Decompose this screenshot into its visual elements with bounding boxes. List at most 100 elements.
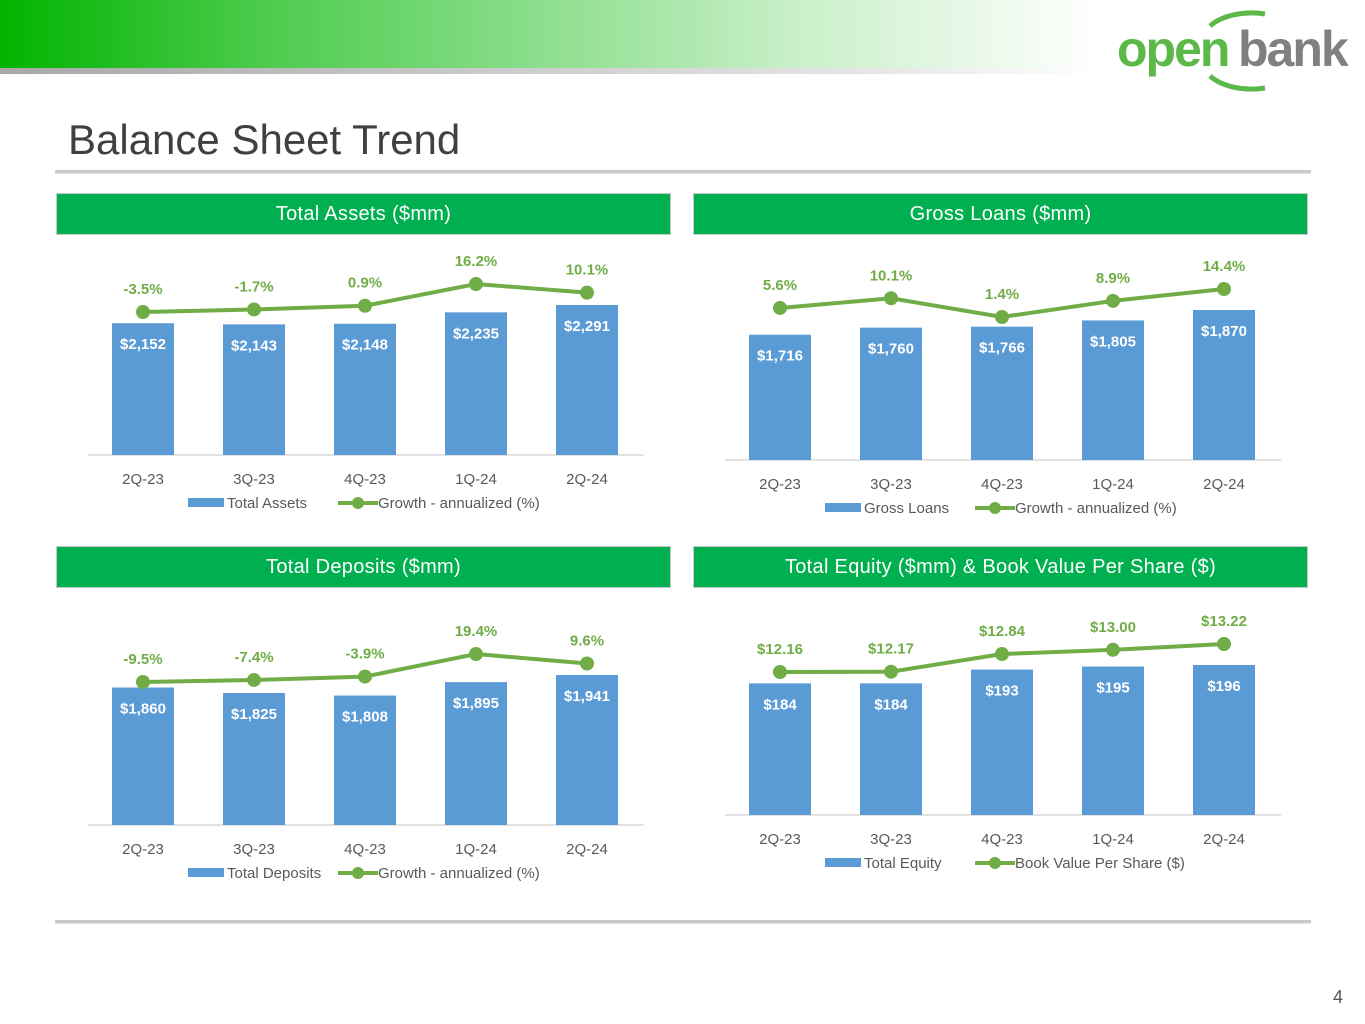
line-point: [358, 669, 372, 684]
bar: [749, 334, 811, 460]
bar-value-label: $1,860: [120, 701, 166, 718]
legend-line-label: Book Value Per Share ($): [1015, 855, 1185, 872]
chart-total-assets: $2,152 2Q-23 $2,143 3Q-23 $2,148 4Q-23 $2,235 1…: [88, 253, 644, 512]
category-label: 2Q-24: [566, 841, 608, 858]
bar: [334, 695, 396, 825]
bar: [556, 305, 618, 455]
chart-title: Total Assets ($mm): [56, 193, 671, 235]
header-gradient-bar: [0, 0, 1100, 68]
line-point: [247, 672, 261, 687]
line-value-label: 1.4%: [985, 286, 1019, 303]
bar: [223, 324, 285, 455]
category-label: 4Q-23: [344, 841, 386, 858]
bar: [334, 323, 396, 455]
bar-value-label: $1,870: [1201, 323, 1247, 340]
chart-total-equity: $184 2Q-23 $184 3Q-23 $193 4Q-23 $195 1Q-24 $196…: [725, 613, 1281, 872]
line-value-label: $13.00: [1090, 619, 1136, 636]
line-value-label: -9.5%: [123, 651, 162, 668]
line-point: [136, 675, 150, 689]
chart-title: Total Deposits ($mm): [56, 546, 671, 588]
legend-bar-label: Total Equity: [864, 855, 942, 872]
category-label: 3Q-23: [870, 476, 912, 493]
category-label: 2Q-23: [759, 831, 801, 848]
svg-text:bank: bank: [1238, 21, 1349, 77]
bar: [1082, 666, 1144, 815]
bar-value-label: $184: [763, 696, 797, 713]
bar: [112, 687, 174, 825]
bar: [223, 692, 285, 825]
line-point: [995, 647, 1009, 662]
line-value-label: -3.5%: [123, 281, 162, 298]
line-value-label: $12.17: [868, 641, 914, 658]
line-value-label: 14.4%: [1203, 258, 1246, 275]
line-value-label: 16.2%: [455, 253, 498, 270]
bar-value-label: $1,895: [453, 695, 499, 712]
category-label: 1Q-24: [1092, 476, 1134, 493]
chart-gross-loans: $1,716 2Q-23 $1,760 3Q-23 $1,766 4Q-23 $1,805 1…: [725, 258, 1281, 517]
line-point: [580, 656, 594, 671]
chart-total-deposits: $1,860 2Q-23 $1,825 3Q-23 $1,808 4Q-23 $1,895 1…: [88, 623, 644, 882]
line-point: [1217, 282, 1231, 296]
legend-bar-label: Total Assets: [227, 495, 307, 512]
category-label: 4Q-23: [344, 471, 386, 488]
line-point: [469, 647, 483, 661]
bar-value-label: $1,766: [979, 340, 1025, 357]
category-label: 1Q-24: [455, 471, 497, 488]
line-point: [995, 310, 1009, 324]
legend-line-marker: [989, 857, 1001, 869]
bar: [860, 327, 922, 460]
bar: [445, 682, 507, 825]
legend-line-marker: [989, 502, 1001, 514]
bar-value-label: $196: [1207, 678, 1240, 695]
category-label: 1Q-24: [1092, 831, 1134, 848]
page-title: Balance Sheet Trend: [68, 116, 461, 163]
bar-value-label: $184: [874, 696, 908, 713]
legend-bar-label: Total Deposits: [227, 865, 321, 882]
line-value-label: -1.7%: [234, 278, 273, 295]
line-value-label: $12.16: [757, 641, 803, 658]
legend-bar-label: Gross Loans: [864, 500, 949, 517]
bar: [971, 326, 1033, 460]
line-point: [773, 665, 787, 679]
line-value-label: 10.1%: [870, 267, 913, 284]
category-label: 2Q-23: [122, 471, 164, 488]
chart-title: Total Equity ($mm) & Book Value Per Shar…: [693, 546, 1308, 588]
category-label: 3Q-23: [233, 471, 275, 488]
footer-divider: [55, 920, 1311, 924]
line-point: [1106, 642, 1120, 657]
legend-bar-swatch: [825, 503, 861, 512]
category-label: 2Q-24: [566, 471, 608, 488]
bar-value-label: $1,760: [868, 341, 914, 358]
bar-value-label: $1,808: [342, 709, 388, 726]
bar: [1193, 665, 1255, 815]
bar: [445, 312, 507, 455]
chart-panel-gross-loans: Gross Loans ($mm) $1,716 2Q-23 $1,760 3Q-23…: [693, 193, 1308, 517]
chart-panel-total-equity: Total Equity ($mm) & Book Value Per Shar…: [693, 546, 1308, 872]
line-point: [469, 277, 483, 291]
line-value-label: 9.6%: [570, 632, 604, 649]
line-value-label: 8.9%: [1096, 270, 1130, 287]
line-value-label: $13.22: [1201, 613, 1247, 630]
line-value-label: 0.9%: [348, 275, 382, 292]
category-label: 4Q-23: [981, 476, 1023, 493]
category-label: 2Q-24: [1203, 476, 1245, 493]
bar-value-label: $1,805: [1090, 333, 1136, 350]
legend-bar-swatch: [825, 858, 861, 867]
line-point: [1217, 637, 1231, 651]
line-point: [773, 300, 787, 315]
bar-value-label: $2,143: [231, 337, 277, 354]
line-point: [580, 285, 594, 300]
category-label: 3Q-23: [233, 841, 275, 858]
bar-value-label: $2,235: [453, 325, 499, 342]
category-label: 1Q-24: [455, 841, 497, 858]
line-point: [136, 305, 150, 319]
line-point: [884, 291, 898, 306]
line-point: [884, 664, 898, 679]
line-value-label: $12.84: [979, 623, 1026, 640]
bar-value-label: $1,825: [231, 706, 277, 723]
legend-bar-swatch: [188, 498, 224, 507]
line-value-label: 19.4%: [455, 623, 498, 640]
bar-value-label: $1,716: [757, 348, 803, 365]
line-point: [358, 298, 372, 313]
chart-title: Gross Loans ($mm): [693, 193, 1308, 235]
